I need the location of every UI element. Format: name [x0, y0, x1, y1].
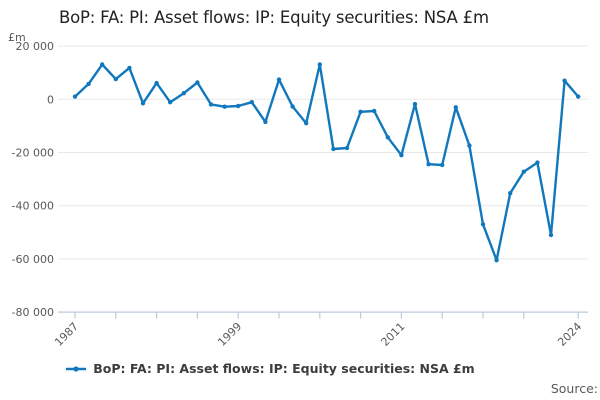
data-point-marker [331, 146, 336, 152]
legend-series-label: BoP: FA: PI: Asset flows: IP: Equity sec… [93, 361, 475, 376]
chart-legend: BoP: FA: PI: Asset flows: IP: Equity sec… [0, 361, 540, 376]
data-point-marker [222, 104, 227, 109]
data-point-marker [249, 100, 254, 105]
data-point-marker [263, 119, 268, 125]
data-point-marker [576, 94, 581, 99]
data-point-marker [127, 65, 132, 71]
data-point-marker [508, 191, 513, 196]
data-point-marker [344, 145, 350, 151]
data-point-marker [154, 80, 159, 86]
data-point-marker [304, 121, 309, 126]
y-tick-label: -60 000 [12, 253, 54, 266]
data-point-marker [290, 104, 295, 109]
y-tick-label: -80 000 [12, 306, 54, 319]
y-tick-label: -40 000 [12, 200, 54, 213]
data-point-marker [426, 162, 431, 167]
chart-title: BoP: FA: PI: Asset flows: IP: Equity sec… [59, 8, 489, 27]
data-point-marker [181, 91, 186, 96]
data-point-marker [276, 77, 282, 82]
legend-line-marker-icon [66, 365, 87, 372]
data-point-marker [494, 258, 499, 263]
data-point-marker [453, 105, 458, 110]
data-point-marker [399, 153, 404, 158]
data-point-marker [140, 101, 146, 106]
data-point-marker [521, 169, 526, 174]
x-tick-label: 2024 [555, 320, 584, 349]
data-point-marker [100, 62, 105, 67]
data-point-marker [480, 222, 486, 227]
data-point-marker [195, 80, 200, 85]
data-point-marker [412, 101, 418, 107]
data-point-marker [535, 160, 540, 165]
x-tick-label: 1987 [52, 320, 81, 349]
data-point-marker [72, 94, 78, 99]
data-point-marker [562, 78, 567, 83]
data-point-marker [385, 135, 390, 140]
data-point-marker [548, 232, 554, 238]
data-point-marker [208, 102, 214, 107]
x-tick-label: 1999 [215, 320, 244, 349]
data-point-marker [86, 81, 91, 87]
y-tick-label: 0 [47, 93, 54, 106]
source-label: Source: [550, 381, 598, 396]
data-point-marker [358, 109, 363, 115]
data-point-marker [467, 143, 472, 148]
data-point-marker [372, 108, 377, 114]
data-point-marker [168, 100, 173, 105]
y-axis-unit-label: £m [8, 31, 26, 44]
x-tick-label: 2011 [379, 320, 408, 349]
y-tick-label: -20 000 [12, 147, 54, 160]
series-line [73, 63, 580, 262]
y-tick-label: 20 000 [16, 40, 55, 53]
data-point-marker [113, 76, 119, 82]
data-point-marker [236, 103, 241, 109]
data-point-marker [317, 62, 322, 67]
data-point-marker [440, 162, 445, 168]
